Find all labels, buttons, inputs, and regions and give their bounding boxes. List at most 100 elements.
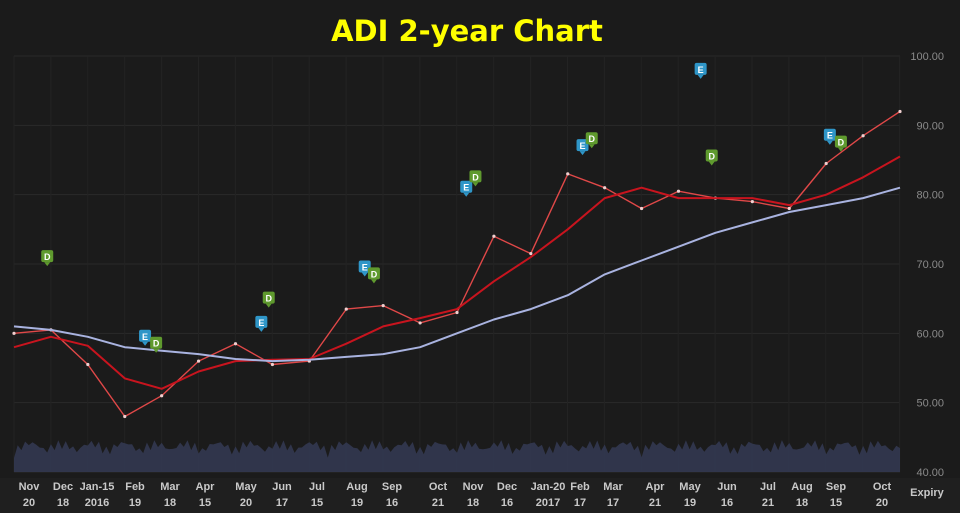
- price-point: [160, 394, 164, 398]
- price-point: [123, 414, 127, 419]
- marker-badge: [358, 260, 371, 273]
- y-tick-label: 90.00: [916, 120, 944, 132]
- y-axis: 40.00 50.00 60.00 70.00 80.00 90.00 100.00: [910, 51, 944, 479]
- price-point: [233, 342, 238, 346]
- x-tick-label: Oct: [429, 481, 448, 493]
- y-tick-label: 80.00: [916, 190, 944, 202]
- marker-badge: [150, 336, 163, 349]
- volume-shape: [14, 440, 900, 472]
- marker-label: E: [827, 131, 833, 141]
- marker-pointer: [370, 279, 377, 284]
- marker-badge: [255, 315, 268, 328]
- marker-pointer: [258, 327, 265, 332]
- x-tick-label: Sep: [826, 481, 846, 493]
- price-point: [344, 307, 348, 311]
- x-tick-label: Jun: [272, 481, 292, 493]
- x-tick-label: 16: [501, 497, 513, 509]
- x-tick-label: Dec: [497, 481, 517, 493]
- x-tick-label: 21: [432, 497, 444, 509]
- x-tick-label: Oct: [873, 481, 892, 493]
- marker-pointer: [837, 147, 844, 152]
- marker-label: D: [838, 138, 845, 148]
- y-tick-label: 60.00: [916, 328, 944, 340]
- price-point: [750, 200, 754, 204]
- marker-pointer: [579, 151, 586, 156]
- marker-pointer: [142, 341, 149, 346]
- x-tick-label: Nov: [463, 481, 485, 493]
- price-point: [787, 206, 791, 211]
- marker-pointer: [153, 348, 160, 353]
- x-tick-label: 18: [164, 497, 176, 509]
- marker-label: D: [472, 172, 479, 182]
- x-tick-label: Aug: [791, 481, 812, 493]
- x-tick-label: 2016: [85, 497, 109, 509]
- x-tick-label: Mar: [603, 481, 623, 493]
- dividend-marker: D: [705, 149, 718, 166]
- marker-pointer: [463, 192, 470, 197]
- marker-label: D: [588, 134, 595, 144]
- marker-badge: [41, 250, 54, 263]
- x-tick-label: 2017: [536, 497, 560, 509]
- series-lines: [12, 109, 902, 419]
- marker-label: D: [153, 339, 160, 349]
- x-tick-label: Apr: [196, 481, 216, 493]
- x-tick-label: 15: [830, 497, 842, 509]
- x-tick-label: 16: [386, 497, 398, 509]
- series-line-2: [13, 186, 901, 363]
- x-tick-label: Jun: [717, 481, 737, 493]
- price-point: [861, 134, 865, 138]
- x-tick-label: Jul: [760, 481, 776, 493]
- marker-pointer: [697, 74, 704, 79]
- marker-badge: [367, 267, 380, 280]
- marker-label: D: [44, 252, 51, 262]
- marker-pointer: [472, 182, 479, 187]
- earnings-marker: E: [255, 315, 268, 332]
- x-tick-label: Nov: [19, 481, 41, 493]
- x-tick-label: Mar: [160, 481, 180, 493]
- x-tick-label: 21: [762, 497, 774, 509]
- marker-label: D: [265, 294, 272, 304]
- marker-pointer: [361, 272, 368, 277]
- x-tick-label: 19: [684, 497, 696, 509]
- x-tick-label: Dec: [53, 481, 73, 493]
- x-tick-label: 18: [796, 497, 808, 509]
- marker-badge: [139, 329, 152, 342]
- x-tick-label: Sep: [382, 481, 402, 493]
- price-point: [455, 310, 459, 315]
- x-tick-label: Aug: [346, 481, 367, 493]
- price-point: [492, 234, 496, 238]
- chart-title: ADI 2-year Chart: [331, 14, 603, 48]
- x-tick-label: May: [679, 481, 701, 493]
- earnings-marker: E: [823, 128, 836, 145]
- x-tick-label: 20: [240, 497, 252, 509]
- x-tick-label: 18: [467, 497, 479, 509]
- price-point: [86, 362, 90, 367]
- marker-badge: [834, 135, 847, 148]
- price-point: [676, 189, 681, 193]
- marker-badge: [460, 180, 473, 193]
- x-tick-label: Jan-20: [531, 481, 566, 493]
- marker-label: E: [142, 332, 148, 342]
- marker-label: E: [362, 262, 368, 272]
- x-tick-label: Jul: [309, 481, 325, 493]
- x-tick-label: 15: [311, 497, 323, 509]
- dividend-marker: D: [262, 291, 275, 308]
- y-tick-label: 40.00: [916, 467, 944, 479]
- marker-badge: [469, 170, 482, 183]
- x-tick-label: Apr: [646, 481, 666, 493]
- dividend-marker: D: [469, 170, 482, 187]
- x-tick-label: 19: [129, 497, 141, 509]
- earnings-marker: E: [139, 329, 152, 346]
- marker-pointer: [44, 262, 51, 267]
- earnings-marker: E: [358, 260, 371, 277]
- y-tick-label: 50.00: [916, 398, 944, 410]
- series-line-1: [13, 155, 901, 390]
- volume-area: [14, 440, 900, 472]
- x-tick-label: 16: [721, 497, 733, 509]
- dividend-marker: D: [41, 250, 54, 267]
- dividend-marker: D: [367, 267, 380, 284]
- x-tick-label: 20: [876, 497, 888, 509]
- x-tick-label: 15: [199, 497, 211, 509]
